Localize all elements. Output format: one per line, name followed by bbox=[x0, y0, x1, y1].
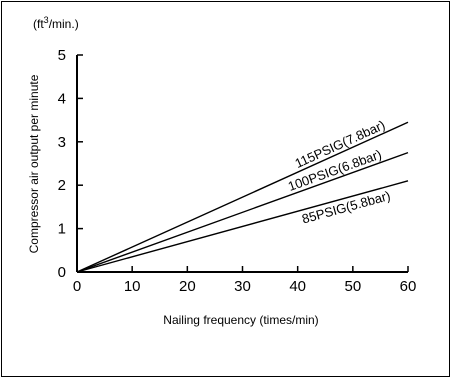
series-group bbox=[76, 121, 409, 273]
y-tick-label: 3 bbox=[58, 134, 66, 151]
x-tick-label: 40 bbox=[289, 278, 306, 295]
x-tick-label: 50 bbox=[344, 278, 361, 295]
x-tick-label: 30 bbox=[234, 278, 251, 295]
y-tick-label: 4 bbox=[58, 90, 66, 107]
x-tick-label: 0 bbox=[73, 278, 81, 295]
y-axis-label: Compressor air output per minute bbox=[27, 74, 41, 253]
x-axis-label: Nailing frequency (times/min) bbox=[163, 313, 318, 327]
x-tick-label: 20 bbox=[179, 278, 196, 295]
y-tick-label: 2 bbox=[58, 177, 66, 194]
x-tick-label: 10 bbox=[124, 278, 141, 295]
series-line bbox=[76, 121, 409, 273]
y-tick-label: 0 bbox=[58, 264, 66, 281]
y-tick-label: 1 bbox=[58, 221, 66, 238]
tick-group: 0 10 20 30 40 50 60 0 1 2 3 4 5 bbox=[58, 47, 417, 295]
y-unit-label: (ft3/min.) bbox=[33, 15, 79, 31]
x-tick-label: 60 bbox=[400, 278, 417, 295]
series-line bbox=[76, 151, 409, 273]
series-line bbox=[76, 180, 409, 273]
y-tick-label: 5 bbox=[58, 47, 66, 64]
